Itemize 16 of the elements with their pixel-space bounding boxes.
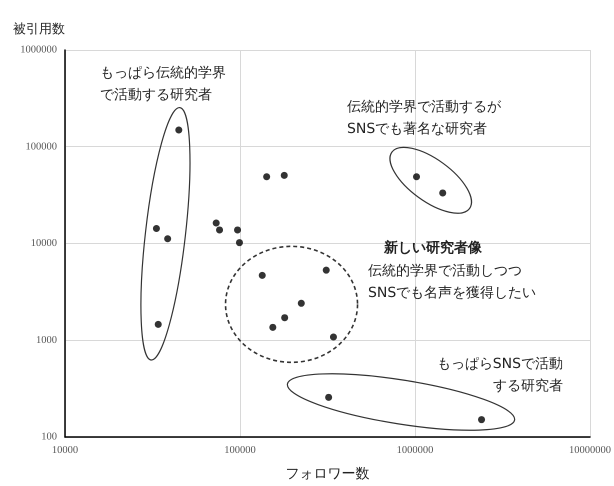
annotation: 伝統的学界で活動しつつ SNSでも名声を獲得したい <box>368 263 536 301</box>
y-axis-title: 被引用数 <box>13 22 65 37</box>
y-tick-label: 1000 <box>36 334 57 346</box>
x-tick-label: 100000 <box>224 445 256 456</box>
annotation: 伝統的学界で活動するが SNSでも著名な研究者 <box>347 99 502 137</box>
x-tick-label: 10000 <box>52 445 78 456</box>
annotation: もっぱら伝統的学界で活動する研究者 <box>100 65 226 103</box>
x-tick-label: 1000000 <box>396 445 434 456</box>
y-tick-label: 100 <box>41 432 57 442</box>
y-tick-label: 1000000 <box>20 44 57 56</box>
x-axis-title: フォロワー数 <box>286 466 370 482</box>
x-tick-label: 10000000 <box>569 445 611 456</box>
y-tick-label: 100000 <box>26 141 57 152</box>
y-tick-label: 10000 <box>30 238 57 249</box>
annotation: もっぱらSNSで活動する研究者 <box>436 356 563 394</box>
annotation: 新しい研究者像 <box>383 239 483 256</box>
